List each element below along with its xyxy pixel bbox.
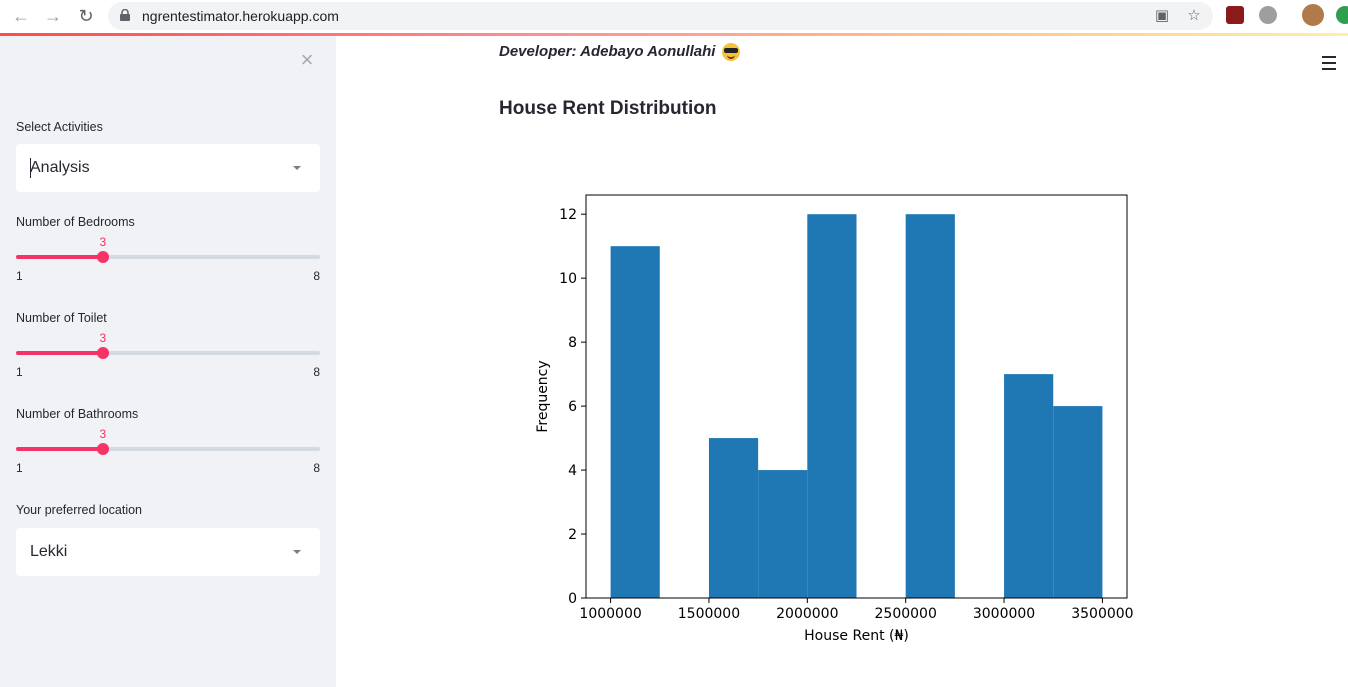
back-arrow-icon[interactable]: ← bbox=[12, 6, 30, 26]
text-cursor bbox=[30, 158, 31, 178]
slider-track[interactable] bbox=[16, 447, 320, 451]
page-heading: House Rent Distribution bbox=[499, 98, 717, 119]
bedrooms-label: Number of Bedrooms bbox=[16, 215, 135, 229]
chevron-down-icon bbox=[293, 550, 301, 554]
x-tick-label: 3000000 bbox=[973, 606, 1035, 622]
y-tick-label: 0 bbox=[568, 591, 577, 607]
loading-gradient-bar bbox=[0, 33, 1348, 36]
slider-track[interactable] bbox=[16, 351, 320, 355]
slider-value: 3 bbox=[99, 427, 107, 441]
toilet-label: Number of Toilet bbox=[16, 311, 107, 325]
slider-max: 8 bbox=[313, 365, 320, 379]
chevron-down-icon bbox=[293, 166, 301, 170]
update-icon[interactable] bbox=[1336, 6, 1348, 24]
sidebar: × Select Activities Analysis Number of B… bbox=[0, 36, 336, 687]
y-tick-label: 8 bbox=[568, 335, 577, 351]
hamburger-menu-icon[interactable] bbox=[1322, 56, 1336, 70]
slider-thumb[interactable] bbox=[96, 251, 109, 263]
y-tick-label: 6 bbox=[568, 399, 577, 415]
pdf-extension-icon[interactable] bbox=[1226, 6, 1244, 24]
histogram-bar bbox=[905, 214, 955, 598]
profile-avatar[interactable] bbox=[1302, 4, 1324, 26]
y-axis-label: Frequency bbox=[535, 360, 551, 432]
x-tick-label: 1500000 bbox=[678, 606, 740, 622]
slider-min: 1 bbox=[16, 365, 23, 379]
bedrooms-slider[interactable]: 3 1 8 bbox=[16, 235, 320, 283]
slider-value: 3 bbox=[99, 331, 107, 345]
lock-icon bbox=[120, 9, 130, 21]
toilet-slider[interactable]: 3 1 8 bbox=[16, 331, 320, 379]
activities-value: Analysis bbox=[30, 159, 90, 176]
y-tick-label: 4 bbox=[568, 463, 577, 479]
slider-max: 8 bbox=[313, 269, 320, 283]
slider-thumb[interactable] bbox=[96, 347, 109, 359]
slider-fill bbox=[16, 351, 103, 355]
url-text: ngrentestimator.herokuapp.com bbox=[142, 8, 339, 24]
bathrooms-slider[interactable]: 3 1 8 bbox=[16, 427, 320, 475]
slider-value: 3 bbox=[99, 235, 107, 249]
slider-min: 1 bbox=[16, 461, 23, 475]
x-tick-label: 2000000 bbox=[776, 606, 838, 622]
sunglasses-emoji-icon bbox=[722, 43, 740, 61]
browser-toolbar: ← → ↻ ngrentestimator.herokuapp.com ▣ ☆ bbox=[0, 0, 1348, 33]
x-tick-label: 1000000 bbox=[579, 606, 641, 622]
y-tick-label: 2 bbox=[568, 527, 577, 543]
extension-icon[interactable] bbox=[1259, 6, 1277, 24]
slider-thumb[interactable] bbox=[96, 443, 109, 455]
reload-icon[interactable]: ↻ bbox=[78, 6, 94, 26]
x-tick-label: 2500000 bbox=[875, 606, 937, 622]
location-value: Lekki bbox=[30, 543, 68, 560]
y-tick-label: 12 bbox=[559, 207, 577, 223]
close-sidebar-icon[interactable]: × bbox=[300, 47, 314, 72]
slider-min: 1 bbox=[16, 269, 23, 283]
slider-fill bbox=[16, 447, 103, 451]
histogram-bar bbox=[1053, 406, 1103, 598]
slider-max: 8 bbox=[313, 461, 320, 475]
y-tick-label: 10 bbox=[559, 271, 577, 287]
histogram-bar bbox=[758, 470, 808, 598]
slider-fill bbox=[16, 255, 103, 259]
x-tick-label: 3500000 bbox=[1071, 606, 1133, 622]
developer-credit: Developer: Adebayo Aonullahi bbox=[499, 43, 716, 60]
activities-select[interactable]: Analysis bbox=[16, 144, 320, 192]
house-rent-histogram: 1000000 1500000 2000000 2500000 3000000 35000… bbox=[535, 194, 1134, 644]
bathrooms-label: Number of Bathrooms bbox=[16, 407, 139, 421]
forward-arrow-icon[interactable]: → bbox=[44, 6, 62, 26]
plot-frame bbox=[585, 194, 1128, 599]
histogram-bar bbox=[610, 246, 660, 598]
histogram-bar bbox=[807, 214, 857, 598]
x-axis-label: House Rent (₦) bbox=[804, 628, 909, 644]
location-select[interactable]: Lekki bbox=[16, 528, 320, 576]
cast-icon[interactable]: ▣ bbox=[1154, 7, 1170, 24]
location-label: Your preferred location bbox=[16, 503, 143, 517]
star-icon[interactable]: ☆ bbox=[1187, 7, 1201, 24]
slider-track[interactable] bbox=[16, 255, 320, 259]
histogram-bar bbox=[708, 438, 759, 598]
activities-label: Select Activities bbox=[16, 120, 103, 134]
address-bar[interactable]: ngrentestimator.herokuapp.com ▣ ☆ bbox=[108, 2, 1213, 30]
histogram-bar bbox=[1004, 374, 1054, 598]
